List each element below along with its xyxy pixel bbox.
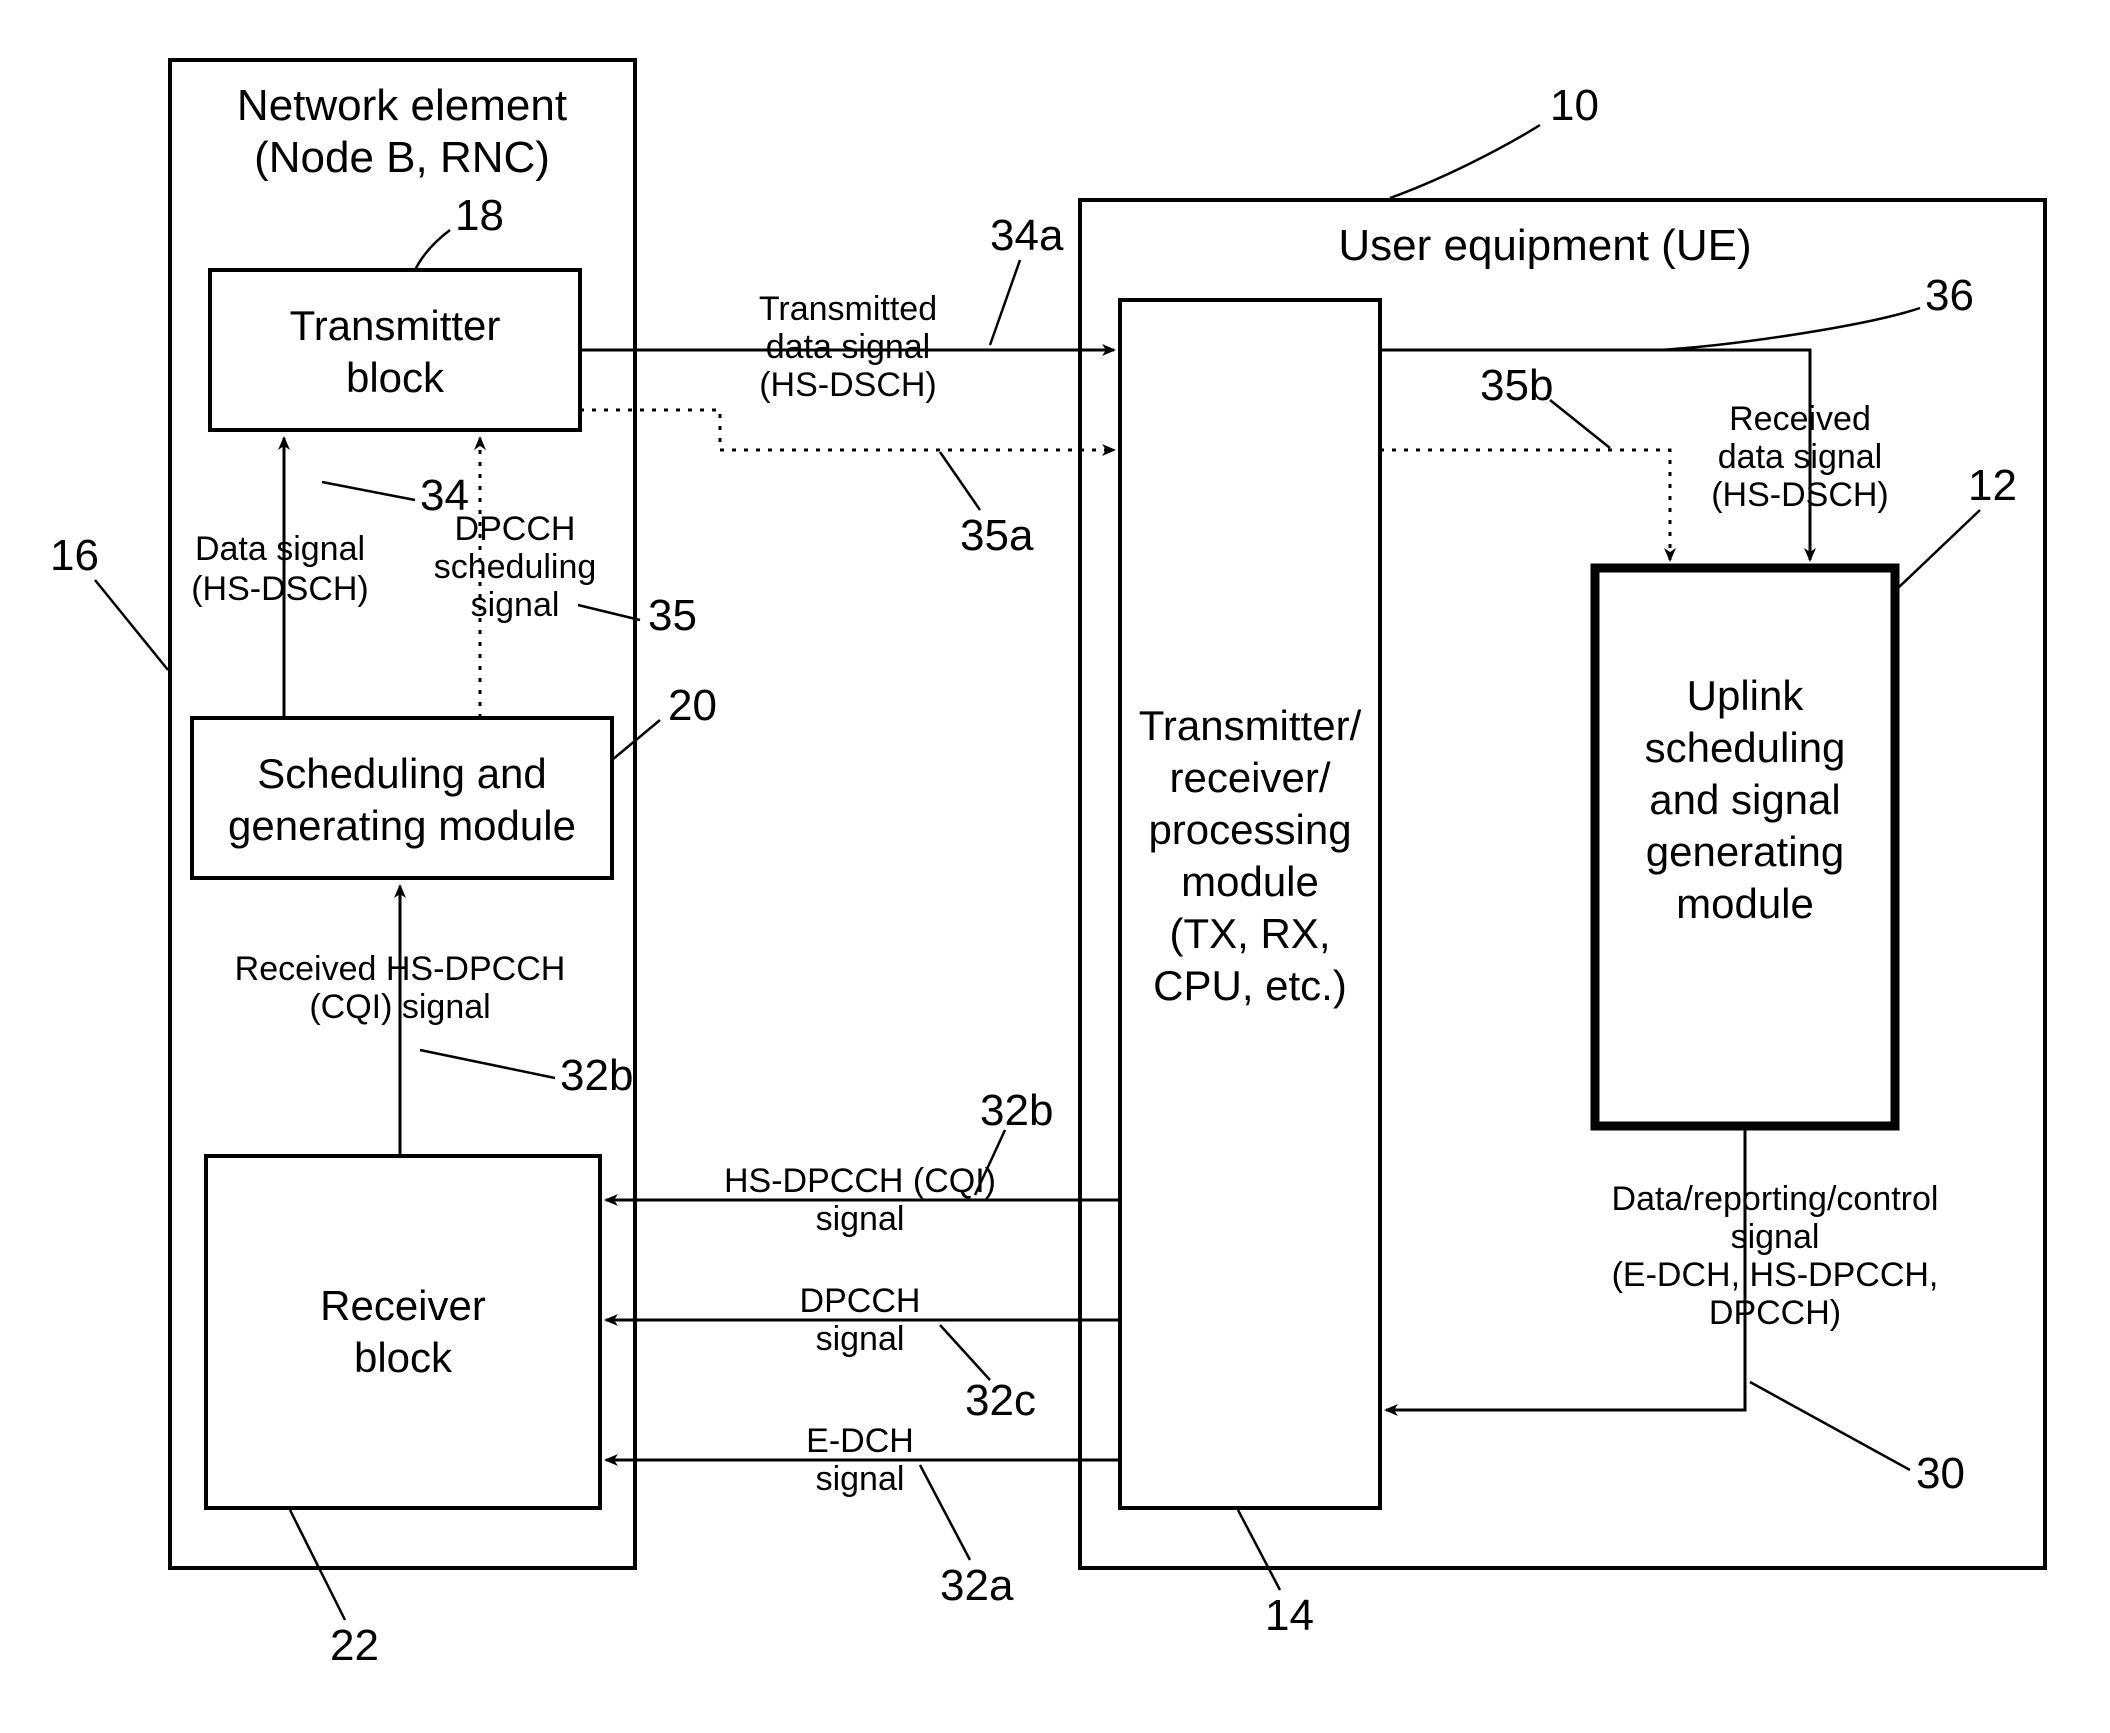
trp-line5: (TX, RX, xyxy=(1169,910,1330,957)
ref-16: 16 xyxy=(50,531,99,580)
ref-36: 36 xyxy=(1925,271,1974,320)
receiver-block-line2: block xyxy=(354,1334,453,1381)
leader-34a xyxy=(990,260,1020,345)
ref-34a: 34a xyxy=(990,211,1064,260)
uplink-line2: scheduling xyxy=(1645,724,1846,771)
sig-34a-line3: (HS-DSCH) xyxy=(759,366,937,404)
leader-32a xyxy=(920,1465,970,1560)
sig-32c-line2: signal xyxy=(816,1320,905,1358)
sig-30-line3: (E-DCH, HS-DPCCH, xyxy=(1612,1256,1939,1294)
ref-32a: 32a xyxy=(940,1561,1014,1610)
transmitter-block-box xyxy=(210,270,580,430)
ref-10: 10 xyxy=(1550,81,1599,130)
ref-30: 30 xyxy=(1916,1449,1965,1498)
sig-36-line2: data signal xyxy=(1718,438,1882,476)
ref-35b: 35b xyxy=(1480,361,1553,410)
ref-35: 35 xyxy=(648,591,697,640)
ref-35a: 35a xyxy=(960,511,1034,560)
ref-32c: 32c xyxy=(965,1376,1036,1425)
sig-36-line3: (HS-DSCH) xyxy=(1711,476,1889,514)
sig-32c-line1: DPCCH xyxy=(800,1282,921,1320)
ref-22: 22 xyxy=(330,1621,379,1670)
sig-35-line1: DPCCH xyxy=(455,510,576,548)
ref-20: 20 xyxy=(668,681,717,730)
receiver-block-box xyxy=(206,1156,600,1508)
sig-34-line1: Data signal xyxy=(195,530,365,568)
trp-line2: receiver/ xyxy=(1169,754,1330,801)
sig-32bL-line1: Received HS-DPCCH xyxy=(235,950,566,988)
sig-30-line2: signal xyxy=(1731,1218,1820,1256)
diagram-canvas: Network element (Node B, RNC) User equip… xyxy=(20,20,2110,1713)
ref-32bL: 32b xyxy=(560,1051,633,1100)
leader-32c xyxy=(940,1325,990,1380)
trp-line4: module xyxy=(1181,858,1319,905)
scheduling-module-line1: Scheduling and xyxy=(257,750,547,797)
sig-30-line1: Data/reporting/control xyxy=(1612,1180,1939,1218)
trp-line3: processing xyxy=(1148,806,1351,853)
uplink-line5: module xyxy=(1676,880,1814,927)
network-title-1: Network element xyxy=(237,81,567,130)
ref-32bR: 32b xyxy=(980,1086,1053,1135)
sig-35-line3: signal xyxy=(471,586,560,624)
sig-32bL-line2: (CQI) signal xyxy=(309,988,490,1026)
sig-32a-line1: E-DCH xyxy=(806,1422,914,1460)
sig-30-line4: DPCCH) xyxy=(1709,1294,1841,1332)
network-title-2: (Node B, RNC) xyxy=(254,133,550,182)
ref-14: 14 xyxy=(1265,1591,1314,1640)
trp-line6: CPU, etc.) xyxy=(1153,962,1347,1009)
uplink-line4: generating xyxy=(1646,828,1845,875)
ref-12: 12 xyxy=(1968,461,2017,510)
transmitter-block-line1: Transmitter xyxy=(290,302,501,349)
transmitter-block-line2: block xyxy=(346,354,445,401)
ref-34: 34 xyxy=(420,471,469,520)
sig-34a-line2: data signal xyxy=(766,328,930,366)
scheduling-module-line2: generating module xyxy=(228,802,576,849)
uplink-line1: Uplink xyxy=(1687,672,1805,719)
sig-35-line2: scheduling xyxy=(434,548,597,586)
trp-line1: Transmitter/ xyxy=(1139,702,1362,749)
ref-18: 18 xyxy=(455,191,504,240)
uplink-line3: and signal xyxy=(1649,776,1840,823)
leader-16 xyxy=(95,580,168,670)
sig-32a-line2: signal xyxy=(816,1460,905,1498)
leader-35a xyxy=(940,452,980,510)
sig-34-line2: (HS-DSCH) xyxy=(191,570,369,608)
scheduling-module-box xyxy=(192,718,612,878)
sig-36-line1: Received xyxy=(1729,400,1871,438)
sig-32bR-line1: HS-DPCCH (CQI) xyxy=(724,1162,996,1200)
arrow-35a-dotted xyxy=(580,410,1114,450)
receiver-block-line1: Receiver xyxy=(320,1282,486,1329)
sig-32bR-line2: signal xyxy=(816,1200,905,1238)
ue-title: User equipment (UE) xyxy=(1338,221,1751,270)
sig-34a-line1: Transmitted xyxy=(759,290,937,328)
leader-10 xyxy=(1390,125,1540,198)
